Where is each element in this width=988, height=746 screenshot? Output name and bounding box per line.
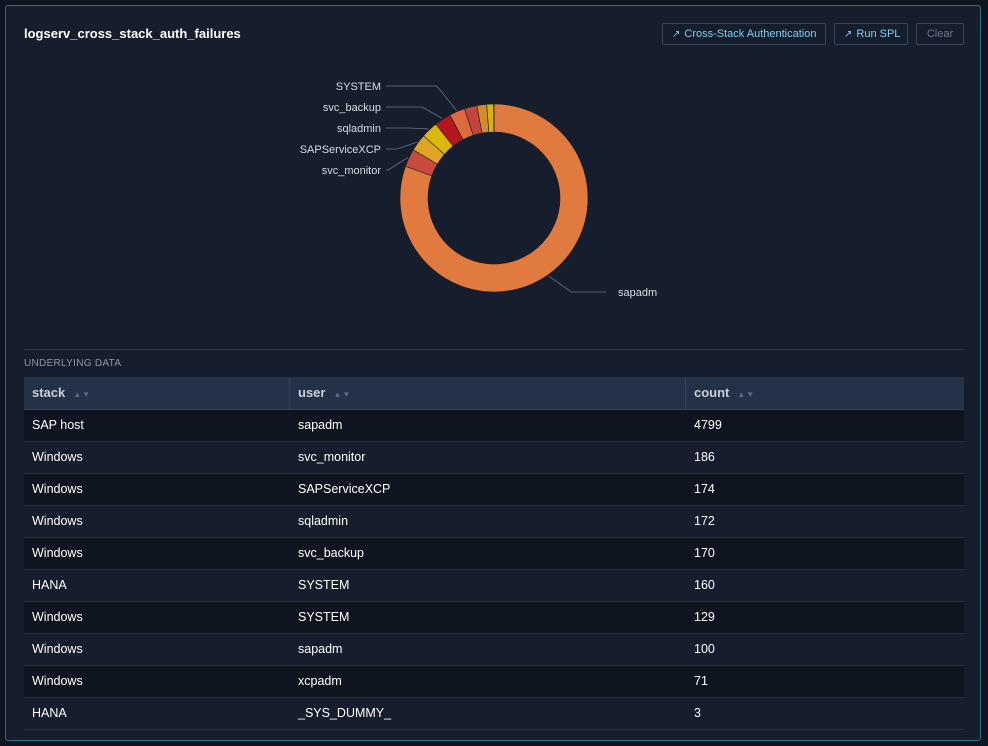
external-link-arrow-icon: ↗ — [672, 29, 681, 40]
run-spl-label: Run SPL — [856, 28, 901, 40]
cell-count: 4799 — [694, 418, 722, 432]
cell-user: _SYS_DUMMY_ — [298, 706, 392, 720]
table-row: HANA SYSTEM 160 — [24, 570, 964, 602]
cell-stack: Windows — [32, 514, 83, 528]
table-row: Windows SYSTEM 129 — [24, 602, 964, 634]
cell-user: sqladmin — [298, 514, 349, 528]
cell-stack: Windows — [32, 610, 83, 624]
table-row: Windows SAPServiceXCP 174 — [24, 474, 964, 506]
cell-stack: HANA — [32, 706, 67, 720]
section-divider — [24, 349, 964, 350]
cell-count: 170 — [694, 546, 715, 560]
cell-count: 172 — [694, 514, 715, 528]
cell-stack: Windows — [32, 450, 83, 464]
sort-icon: ▲▼ — [73, 390, 92, 399]
leader-line-sapservicexcp — [386, 141, 418, 150]
cell-count: 186 — [694, 450, 715, 464]
cross-stack-auth-button[interactable]: ↗ Cross-Stack Authentication — [662, 23, 826, 45]
cell-stack: Windows — [32, 674, 83, 688]
cell-count: 3 — [694, 706, 701, 720]
cell-stack: HANA — [32, 578, 67, 592]
column-header-label: stack — [32, 385, 66, 400]
column-header-stack[interactable]: stack ▲▼ — [24, 377, 290, 409]
column-header-user[interactable]: user ▲▼ — [290, 377, 686, 409]
slice-label-sapservicexcp: SAPServiceXCP — [300, 144, 381, 156]
column-header-count[interactable]: count ▲▼ — [686, 377, 964, 409]
cell-user: sapadm — [298, 642, 343, 656]
leader-line-svc_backup — [386, 106, 443, 119]
cell-count: 129 — [694, 610, 715, 624]
slice-label-sqladmin: sqladmin — [337, 123, 381, 135]
table-row: Windows xcpadm 71 — [24, 666, 964, 698]
underlying-data-label: UNDERLYING DATA — [24, 358, 122, 369]
table-row: HANA _SYS_DUMMY_ 3 — [24, 698, 964, 730]
data-table: stack ▲▼ user ▲▼ count ▲▼ SAP host sapadm 4… — [24, 377, 964, 730]
cell-user: SYSTEM — [298, 578, 350, 592]
sort-icon: ▲▼ — [737, 390, 756, 399]
cell-user: svc_backup — [298, 546, 365, 560]
slice-label-sapadm: sapadm — [618, 287, 657, 299]
slice-label-svc_backup: svc_backup — [323, 102, 381, 114]
cell-stack: Windows — [32, 482, 83, 496]
external-link-arrow-icon: ↗ — [844, 29, 853, 40]
cell-stack: SAP host — [32, 418, 84, 432]
cell-user: SAPServiceXCP — [298, 482, 391, 496]
column-header-label: user — [298, 385, 326, 400]
table-row: Windows svc_monitor 186 — [24, 442, 964, 474]
cell-user: sapadm — [298, 418, 343, 432]
donut-slice-sapadm[interactable] — [399, 103, 589, 293]
cell-user: svc_monitor — [298, 450, 366, 464]
table-row: Windows sqladmin 172 — [24, 506, 964, 538]
leader-line-system — [386, 85, 458, 111]
table-row: Windows sapadm 100 — [24, 634, 964, 666]
cross-stack-auth-label: Cross-Stack Authentication — [684, 28, 817, 40]
donut-chart: sapadm svc_monitor SAPServiceXCP sqladmin sv… — [300, 81, 657, 299]
table-row: Windows svc_backup 170 — [24, 538, 964, 570]
table-header: stack ▲▼ user ▲▼ count ▲▼ — [24, 377, 964, 410]
cell-user: SYSTEM — [298, 610, 350, 624]
cell-count: 100 — [694, 642, 715, 656]
slice-label-svc_monitor: svc_monitor — [322, 165, 382, 177]
cell-count: 71 — [694, 674, 708, 688]
leader-line-sapadm — [549, 276, 606, 293]
cell-stack: Windows — [32, 642, 83, 656]
clear-button[interactable]: Clear — [916, 23, 964, 45]
leader-line-svc_monitor — [386, 157, 409, 171]
panel-title: logserv_cross_stack_auth_failures — [24, 26, 241, 41]
run-spl-button[interactable]: ↗ Run SPL — [834, 23, 908, 45]
cell-stack: Windows — [32, 546, 83, 560]
dashboard-panel: logserv_cross_stack_auth_failures ↗ Cross… — [5, 5, 981, 741]
table-row: SAP host sapadm 4799 — [24, 410, 964, 442]
cell-count: 174 — [694, 482, 715, 496]
cell-user: xcpadm — [298, 674, 342, 688]
leader-line-sqladmin — [386, 127, 429, 130]
sort-icon: ▲▼ — [333, 390, 352, 399]
column-header-label: count — [694, 385, 730, 400]
cell-count: 160 — [694, 578, 715, 592]
slice-label-system: SYSTEM — [336, 81, 381, 93]
